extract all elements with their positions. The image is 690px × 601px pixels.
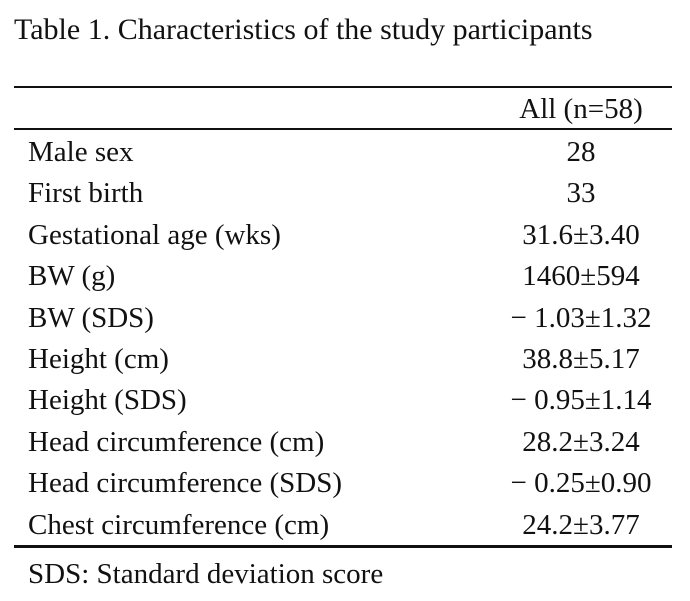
table-bottom-rule <box>14 545 672 548</box>
table-row: Height (cm) 38.8±5.17 <box>14 339 672 380</box>
table-title: Table 1. Characteristics of the study pa… <box>14 13 593 46</box>
row-value: 24.2±3.77 <box>522 508 640 541</box>
row-value: − 0.95±1.14 <box>510 384 652 417</box>
table-row: Chest circumference (cm) 24.2±3.77 <box>14 505 672 546</box>
table-footnote: SDS: Standard deviation score <box>28 558 384 590</box>
row-label: Head circumference (SDS) <box>28 467 343 500</box>
row-label: Chest circumference (cm) <box>28 508 330 541</box>
table-row: Gestational age (wks) 31.6±3.40 <box>14 215 672 256</box>
row-label: Gestational age (wks) <box>28 218 281 251</box>
row-label: Head circumference (cm) <box>28 425 325 458</box>
table-row: Head circumference (SDS) − 0.25±0.90 <box>14 463 672 504</box>
table-top-rule <box>14 86 672 88</box>
row-label: Height (cm) <box>28 342 169 375</box>
row-value: 28 <box>566 136 596 168</box>
table-row: Head circumference (cm) 28.2±3.24 <box>14 422 672 463</box>
row-label: Height (SDS) <box>28 384 187 417</box>
table-row: First birth 33 <box>14 173 672 214</box>
row-value: 33 <box>566 177 596 210</box>
table-row: BW (SDS) − 1.03±1.32 <box>14 298 672 339</box>
table-body: Male sex 28 First birth 33 Gestational a… <box>14 132 672 546</box>
row-label: BW (SDS) <box>28 301 154 334</box>
column-header-all: All (n=58) <box>519 93 643 125</box>
table-row: Male sex 28 <box>14 132 672 173</box>
row-value: 28.2±3.24 <box>522 425 640 458</box>
row-label: BW (g) <box>28 260 116 293</box>
row-value: − 0.25±0.90 <box>510 467 652 500</box>
row-value: 38.8±5.17 <box>522 342 640 375</box>
table-row: Height (SDS) − 0.95±1.14 <box>14 380 672 421</box>
row-value: 31.6±3.40 <box>522 218 640 251</box>
table-row: BW (g) 1460±594 <box>14 256 672 297</box>
row-label: Male sex <box>28 136 134 168</box>
table-header-rule <box>14 128 672 130</box>
row-value: 1460±594 <box>522 260 640 293</box>
row-value: − 1.03±1.32 <box>510 301 652 334</box>
row-label: First birth <box>28 177 144 210</box>
